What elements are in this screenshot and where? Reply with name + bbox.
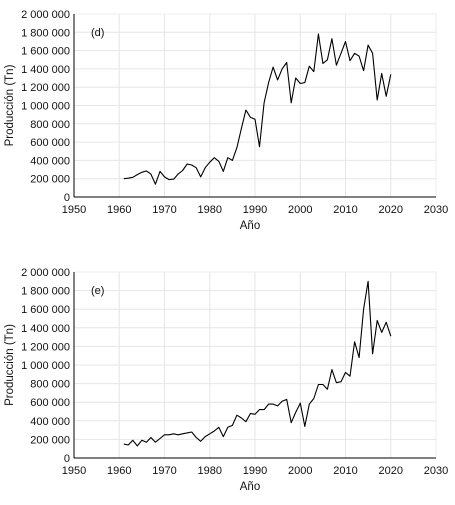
x-tick-label: 2020: [379, 465, 403, 477]
panel-label: (d): [91, 27, 104, 39]
y-tick-label: 0: [64, 453, 70, 465]
x-tick-label: 2020: [379, 204, 403, 216]
x-tick-label: 2030: [424, 204, 448, 216]
x-tick-label: 1970: [152, 204, 176, 216]
y-tick-label: 1 000 000: [21, 360, 70, 372]
y-tick-label: 600 000: [30, 397, 70, 409]
y-axis-title: Producción (Tn): [4, 324, 16, 406]
y-tick-label: 200 000: [30, 434, 70, 446]
x-tick-label: 1990: [243, 465, 267, 477]
x-tick-label: 1950: [62, 204, 86, 216]
y-tick-label: 1 400 000: [21, 64, 70, 76]
chart-panel-d: 0 200 000 400 000 600 000 800 000 1 000 000 1 …: [4, 9, 448, 232]
axes: [73, 272, 436, 459]
axes: [73, 14, 436, 198]
y-tick-label: 2 000 000: [21, 267, 70, 279]
x-tick-label: 1960: [107, 204, 131, 216]
x-tick-label: 2010: [333, 465, 357, 477]
x-tick-label: 2030: [424, 465, 448, 477]
x-tick-label: 1950: [62, 465, 86, 477]
panel-label: (e): [91, 285, 104, 297]
y-tick-label: 400 000: [30, 155, 70, 167]
x-axis-title: Año: [240, 481, 260, 493]
x-tick-label: 2010: [333, 204, 357, 216]
y-tick-label: 600 000: [30, 137, 70, 149]
series-line: [123, 33, 392, 185]
y-tick-label: 1 200 000: [21, 82, 70, 94]
y-tick-label: 800 000: [30, 379, 70, 391]
x-tick-label: 1990: [243, 204, 267, 216]
x-tick-label: 1980: [198, 204, 222, 216]
y-tick-label: 400 000: [30, 416, 70, 428]
x-tick-label: 1960: [107, 465, 131, 477]
y-axis-title: Producción (Tn): [4, 64, 16, 146]
x-axis-title: Año: [240, 220, 260, 232]
y-tick-label: 1 200 000: [21, 341, 70, 353]
gridlines: [73, 271, 437, 459]
x-tick-label: 2000: [288, 204, 312, 216]
x-tick-label: 1980: [198, 465, 222, 477]
y-tick-label: 1 800 000: [21, 286, 70, 298]
y-tick-label: 1 600 000: [21, 304, 70, 316]
y-tick-label: 1 600 000: [21, 46, 70, 58]
x-tick-label: 1970: [152, 465, 176, 477]
y-tick-label: 1 400 000: [21, 323, 70, 335]
y-tick-label: 800 000: [30, 119, 70, 131]
y-tick-label: 200 000: [30, 174, 70, 186]
gridlines: [73, 13, 437, 198]
y-tick-label: 1 000 000: [21, 101, 70, 113]
y-tick-label: 1 800 000: [21, 27, 70, 39]
y-tick-label: 2 000 000: [21, 9, 70, 21]
chart-panel-e: 0 200 000 400 000 600 000 800 000 1 000 000 1 …: [4, 267, 448, 493]
x-tick-label: 2000: [288, 465, 312, 477]
y-tick-label: 0: [64, 192, 70, 204]
series-line: [123, 280, 392, 447]
